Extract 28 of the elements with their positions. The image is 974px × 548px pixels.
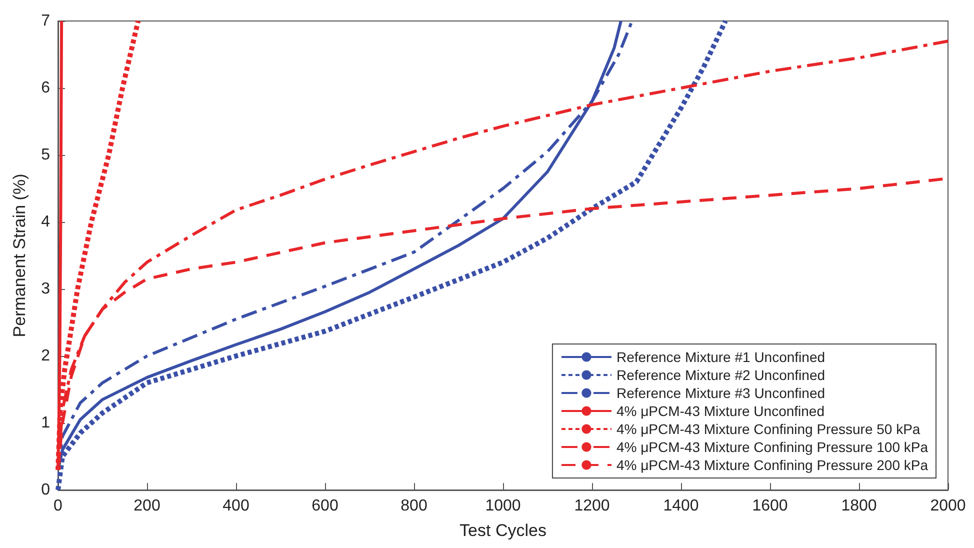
x-tick-label: 600 bbox=[312, 498, 338, 514]
x-tick-label: 400 bbox=[222, 498, 250, 514]
legend-label: 4% μPCM-43 Mixture Confining Pressure 200 kPa bbox=[616, 457, 928, 473]
x-tick-label: 800 bbox=[400, 498, 428, 514]
x-tick-label: 1000 bbox=[485, 498, 521, 514]
legend-label: 4% μPCM-43 Mixture Confining Pressure 100 kPa bbox=[616, 439, 928, 455]
legend-label: 4% μPCM-43 Mixture Unconfined bbox=[616, 403, 825, 419]
legend-label: Reference Mixture #2 Unconfined bbox=[616, 367, 826, 383]
x-tick-label: 200 bbox=[134, 498, 160, 514]
y-tick-label: 6 bbox=[41, 80, 50, 96]
legend-label: 4% μPCM-43 Mixture Confining Pressure 50 kPa bbox=[616, 421, 920, 437]
x-tick-label: 2000 bbox=[930, 498, 966, 514]
y-tick-label: 2 bbox=[41, 348, 50, 364]
x-tick-label: 1200 bbox=[574, 498, 610, 514]
y-tick-label: 0 bbox=[41, 482, 50, 498]
y-tick-label: 5 bbox=[41, 146, 50, 164]
y-tick-label: 7 bbox=[41, 12, 50, 30]
y-tick-label: 4 bbox=[41, 214, 50, 230]
x-axis-title: Test Cycles bbox=[460, 521, 546, 540]
x-tick-label: 0 bbox=[54, 498, 63, 514]
x-tick-label: 1600 bbox=[752, 498, 788, 514]
x-tick-label: 1800 bbox=[841, 498, 877, 514]
y-axis-title: Permanent Strain (%) bbox=[10, 174, 29, 338]
y-tick-label: 1 bbox=[41, 414, 50, 432]
legend-label: Reference Mixture #1 Unconfined bbox=[616, 349, 826, 365]
legend-label: Reference Mixture #3 Unconfined bbox=[616, 385, 826, 401]
x-tick-label: 1400 bbox=[663, 498, 699, 514]
y-tick-label: 3 bbox=[41, 280, 50, 298]
